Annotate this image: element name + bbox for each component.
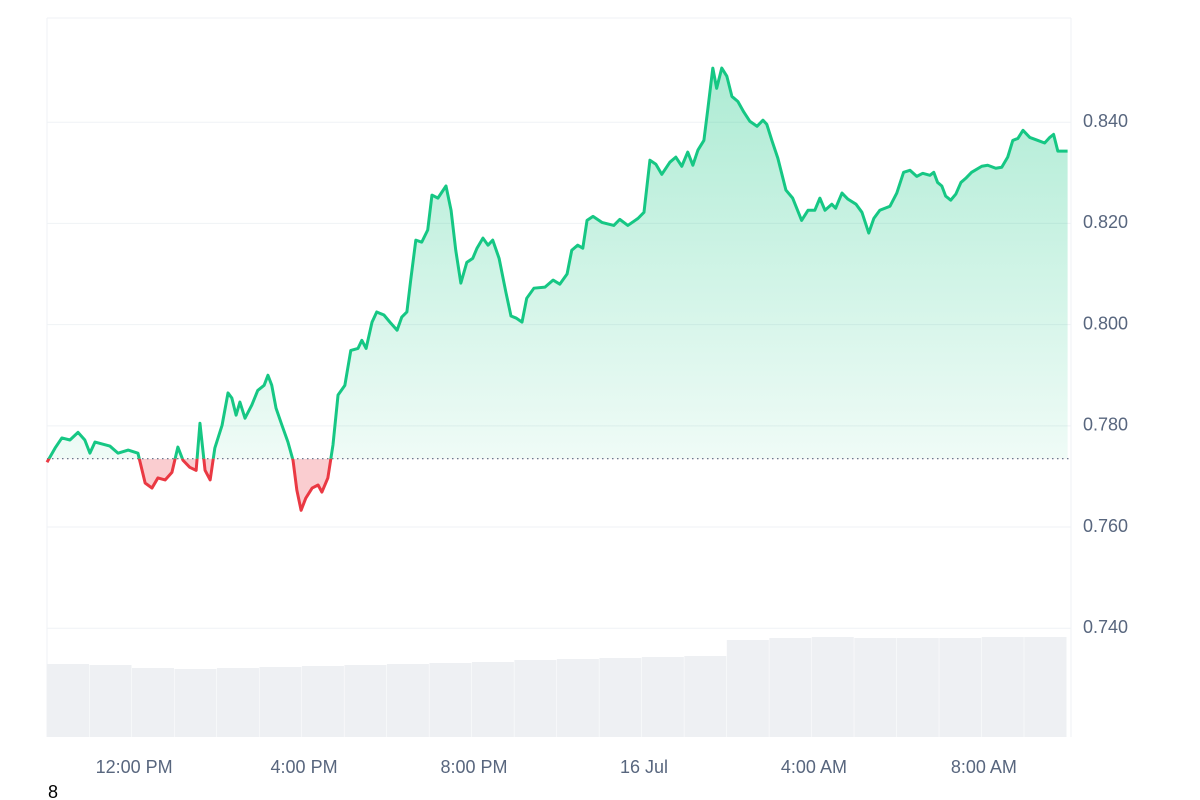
y-tick-label: 0.800	[1083, 313, 1128, 333]
volume-bar	[429, 663, 472, 737]
volume-bar	[854, 638, 897, 737]
volume-bar	[514, 660, 557, 737]
x-tick-label: 4:00 PM	[271, 757, 338, 777]
volume-bar	[89, 665, 132, 737]
volume-bar	[471, 662, 514, 737]
x-tick-label: 8:00 PM	[440, 757, 507, 777]
volume-bar	[684, 656, 727, 737]
y-tick-label: 0.760	[1083, 516, 1128, 536]
volume-bar	[174, 669, 217, 737]
volume-bar	[259, 667, 302, 737]
y-tick-label: 0.840	[1083, 111, 1128, 131]
y-tick-label: 0.820	[1083, 212, 1128, 232]
volume-bar	[301, 666, 344, 737]
footer-text: 8	[48, 782, 58, 800]
x-tick-label: 8:00 AM	[951, 757, 1017, 777]
x-tick-label: 16 Jul	[620, 757, 668, 777]
volume-bar	[981, 637, 1024, 737]
volume-bar	[131, 668, 174, 737]
volume-bar	[811, 637, 854, 737]
volume-bar	[47, 664, 89, 737]
x-tick-label: 4:00 AM	[781, 757, 847, 777]
volume-bar	[386, 664, 429, 737]
y-tick-label: 0.740	[1083, 617, 1128, 637]
volume-bar	[1024, 637, 1067, 737]
volume-bar	[641, 657, 684, 737]
area-above	[47, 68, 1068, 459]
price-line-above	[47, 66, 1068, 459]
volume-bar	[726, 640, 769, 737]
volume-bar	[216, 668, 259, 737]
volume-bar	[556, 659, 599, 737]
volume-bar	[939, 638, 982, 737]
volume-bar	[896, 638, 939, 737]
y-tick-label: 0.780	[1083, 415, 1128, 435]
volume-bar	[769, 638, 812, 737]
volume-bar	[599, 658, 642, 737]
volume-bar	[344, 665, 387, 737]
x-tick-label: 12:00 PM	[96, 757, 173, 777]
